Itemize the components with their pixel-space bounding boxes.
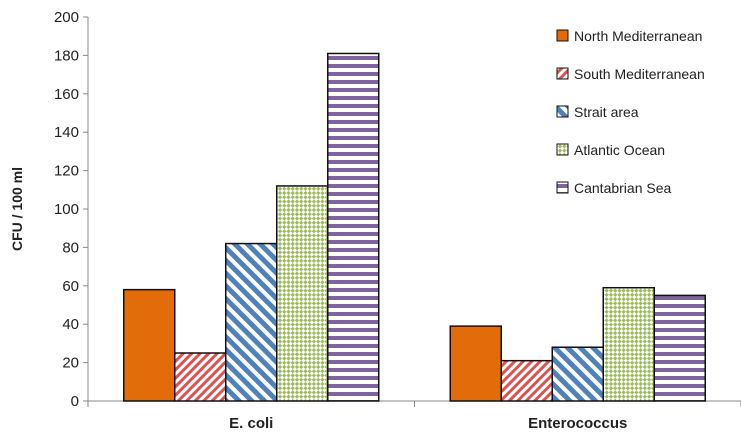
- legend-swatch: [556, 29, 569, 42]
- bar-north-mediterranean-1: [449, 325, 502, 402]
- bar-cantabrian-sea-0: [327, 52, 380, 402]
- legend-swatch: [556, 143, 569, 156]
- y-tick-label: 200: [54, 9, 79, 26]
- y-tick-label: 140: [54, 124, 79, 141]
- bar-strait-area-0: [225, 242, 278, 402]
- y-tick-label: 0: [71, 393, 79, 410]
- legend-swatch: [556, 105, 569, 118]
- bar-atlantic-ocean-1: [602, 286, 655, 402]
- y-axis-title: CFU / 100 ml: [9, 167, 25, 251]
- labels: 0 20 40 60 80 100 120 140 160 180 200 CFU / 100 ml E…: [9, 9, 627, 432]
- legend-label: Cantabrian Sea: [574, 180, 672, 196]
- bars: [123, 52, 706, 402]
- y-tick-label: 20: [62, 355, 79, 372]
- legend-label: Atlantic Ocean: [574, 142, 665, 158]
- y-tick-label: 160: [54, 86, 79, 103]
- x-category-label: E. coli: [229, 415, 273, 432]
- y-tick-label: 80: [62, 239, 79, 256]
- bar-cantabrian-sea-1: [653, 294, 706, 402]
- bar-south-mediterranean-1: [500, 359, 553, 402]
- legend-label: North Mediterranean: [574, 28, 702, 44]
- y-tick-label: 100: [54, 201, 79, 218]
- y-tick-label: 60: [62, 278, 79, 295]
- y-tick-label: 40: [62, 316, 79, 333]
- legend-swatch: [556, 67, 569, 80]
- y-tick-label: 180: [54, 47, 79, 64]
- legend: North Mediterranean South Mediterranean St…: [556, 28, 705, 196]
- bar-strait-area-1: [551, 346, 604, 402]
- y-tick-label: 120: [54, 163, 79, 180]
- bar-atlantic-ocean-0: [276, 185, 329, 402]
- x-category-label: Enterococcus: [528, 415, 627, 432]
- legend-label: South Mediterranean: [574, 66, 705, 82]
- bar-south-mediterranean-0: [174, 352, 227, 402]
- bar-north-mediterranean-0: [123, 288, 176, 402]
- legend-swatch: [556, 181, 569, 194]
- legend-label: Strait area: [574, 104, 639, 120]
